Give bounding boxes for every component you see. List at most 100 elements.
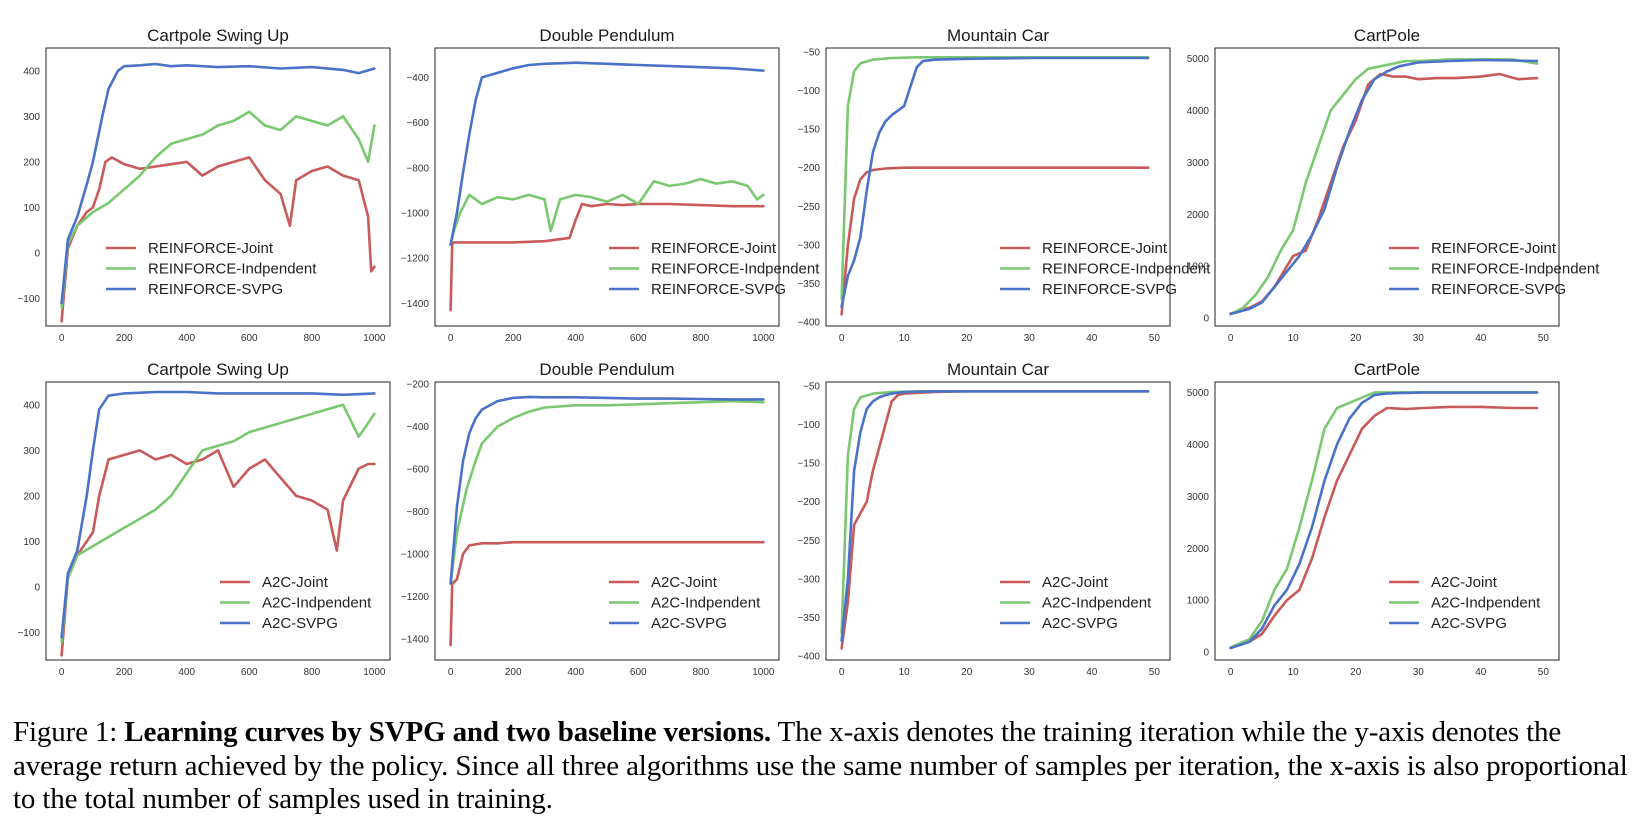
x-tick-label: 800 [692, 333, 709, 344]
y-tick-label: −200 [406, 380, 429, 391]
legend: A2C-Joint A2C-Indpendent A2C-SVPG [1389, 574, 1541, 632]
legend-label: REINFORCE-Indpendent [1042, 261, 1211, 278]
series-group [1229, 58, 1539, 316]
chart-title: Double Pendulum [539, 26, 674, 45]
y-tick-label: −100 [797, 420, 820, 431]
y-tick-label: 2000 [1187, 544, 1210, 555]
series-line [1229, 72, 1539, 315]
x-tick-label: 10 [1288, 667, 1300, 678]
y-tick-label: −350 [797, 279, 820, 290]
legend-label: A2C-Indpendent [1042, 595, 1152, 612]
x-tick-label: 800 [303, 333, 320, 344]
x-tick-label: 20 [1350, 667, 1362, 678]
x-tick-label: 30 [1413, 667, 1425, 678]
x-tick-label: 200 [116, 333, 133, 344]
x-tick-label: 200 [505, 667, 522, 678]
y-tick-label: −1400 [401, 634, 430, 645]
y-tick-label: −400 [797, 652, 820, 663]
x-tick-label: 600 [630, 667, 647, 678]
x-tick-label: 10 [1288, 333, 1300, 344]
legend-label: A2C-SVPG [651, 615, 727, 632]
x-tick-label: 20 [1350, 333, 1362, 344]
series-group [1229, 391, 1539, 650]
legend: REINFORCE-Joint REINFORCE-Indpendent REINF… [1389, 240, 1600, 298]
figure-caption: Figure 1: Learning curves by SVPG and tw… [13, 716, 1642, 817]
chart-panel-2: Double Pendulum 0 200 400 600 800 1000 −1400 −12… [401, 26, 820, 344]
y-tick-label: −400 [406, 73, 429, 84]
series-group [449, 395, 765, 647]
legend-label: REINFORCE-Indpendent [651, 261, 820, 278]
y-tick-label: 100 [23, 537, 40, 548]
series-group [60, 390, 376, 657]
series-line [449, 61, 765, 246]
x-tick-label: 1000 [752, 667, 775, 678]
x-tick-label: 800 [303, 667, 320, 678]
legend-label: REINFORCE-Indpendent [1431, 261, 1600, 278]
y-tick-label: −250 [797, 536, 820, 547]
chart-panel-3: Mountain Car 0 10 20 30 40 50 −400 −350 −300 −250 −… [797, 26, 1211, 344]
y-tick-label: 200 [23, 157, 40, 168]
x-tick-label: 50 [1538, 333, 1550, 344]
y-tick-label: −100 [17, 628, 40, 639]
series-line [60, 449, 376, 657]
x-tick-label: 10 [899, 667, 911, 678]
y-tick-label: 200 [23, 491, 40, 502]
x-tick-label: 0 [1228, 667, 1234, 678]
x-tick-label: 50 [1149, 333, 1161, 344]
chart-panel-6: Double Pendulum 0 200 400 600 800 1000 −1400 −12… [401, 360, 780, 678]
plot-frame [1214, 381, 1560, 661]
legend-label: A2C-SVPG [1042, 615, 1118, 632]
series-line [840, 56, 1150, 309]
chart-panel-7: Mountain Car 0 10 20 30 40 50 −400 −350 −300 −250 −… [797, 360, 1171, 678]
y-tick-label: −1400 [401, 299, 430, 310]
chart-title: Mountain Car [947, 360, 1049, 379]
y-tick-label: 2000 [1187, 210, 1210, 221]
series-line [840, 166, 1150, 316]
series-line [60, 62, 376, 305]
legend-label: REINFORCE-Joint [1042, 240, 1168, 257]
y-tick-label: 4000 [1187, 440, 1210, 451]
legend-label: A2C-SVPG [1431, 615, 1507, 632]
chart-title: Cartpole Swing Up [147, 360, 289, 379]
x-tick-label: 50 [1538, 667, 1550, 678]
legend-label: REINFORCE-Joint [651, 240, 777, 257]
y-tick-label: 400 [23, 400, 40, 411]
y-tick-label: −300 [797, 240, 820, 251]
series-group [60, 62, 376, 323]
series-group [840, 55, 1150, 316]
y-tick-label: 1000 [1187, 596, 1210, 607]
x-tick-label: 1000 [363, 667, 386, 678]
legend-label: REINFORCE-SVPG [148, 281, 283, 298]
legend-label: A2C-Indpendent [651, 595, 761, 612]
series-group [449, 61, 765, 312]
legend-label: A2C-Joint [262, 574, 329, 591]
y-tick-label: −100 [797, 86, 820, 97]
plot-frame [1214, 47, 1560, 327]
legend-label: A2C-Joint [651, 574, 718, 591]
series-line [60, 390, 376, 639]
series-line [449, 202, 765, 312]
y-tick-label: −1000 [401, 549, 430, 560]
legend: REINFORCE-Joint REINFORCE-Indpendent REINF… [1000, 240, 1211, 298]
y-tick-label: −600 [406, 465, 429, 476]
legend: REINFORCE-Joint REINFORCE-Indpendent REINF… [106, 240, 317, 298]
x-tick-label: 40 [1086, 333, 1098, 344]
legend: A2C-Joint A2C-Indpendent A2C-SVPG [609, 574, 761, 632]
chart-title: Mountain Car [947, 26, 1049, 45]
y-tick-label: −150 [797, 459, 820, 470]
learning-curves-figure: Cartpole Swing Up0 200 400 600 800 1000−10001… [17, 26, 1600, 678]
legend: REINFORCE-Joint REINFORCE-Indpendent REINF… [609, 240, 820, 298]
series-line [60, 110, 376, 310]
x-tick-label: 0 [448, 333, 454, 344]
y-tick-label: −150 [797, 125, 820, 136]
x-tick-label: 800 [692, 667, 709, 678]
series-group [840, 389, 1150, 650]
series-line [449, 399, 765, 585]
y-tick-label: −1200 [401, 592, 430, 603]
legend-label: REINFORCE-SVPG [1042, 281, 1177, 298]
series-line [1229, 58, 1539, 316]
x-tick-label: 50 [1149, 667, 1161, 678]
y-tick-label: −50 [803, 47, 820, 58]
plot-frame [45, 47, 391, 327]
y-tick-label: 0 [34, 583, 40, 594]
